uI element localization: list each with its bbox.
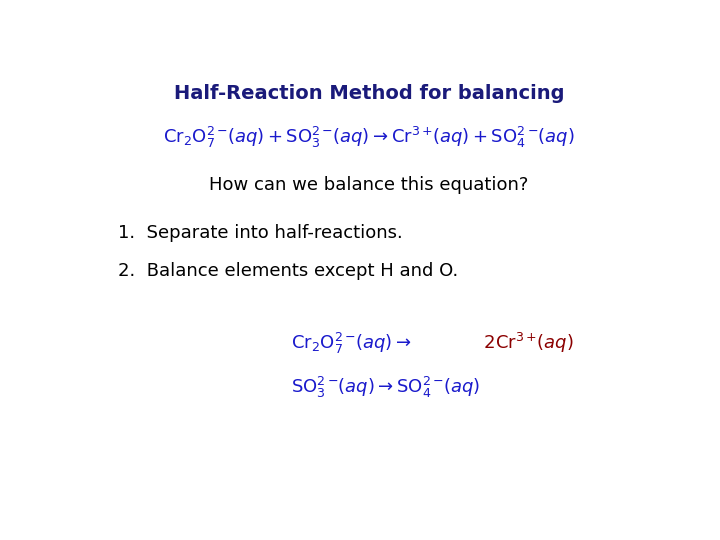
Text: $\rm Cr_2O_7^{2-}\!\mathit{(aq)}$$ \rm + SO_3^{2-}\!\mathit{(aq)}$$ \rightarrow : $\rm Cr_2O_7^{2-}\!\mathit{(aq)}$$ \rm +…: [163, 125, 575, 150]
Text: $\quad\quad\quad\quad\quad\quad\quad\quad\quad\quad\quad \rm 2Cr^{3+}\!\mathit{(: $\quad\quad\quad\quad\quad\quad\quad\qua…: [291, 332, 573, 355]
Text: $\rm SO_3^{2-}\!\mathit{(aq)} \rightarrow SO_4^{2-}\!\mathit{(aq)}$: $\rm SO_3^{2-}\!\mathit{(aq)} \rightarro…: [291, 375, 480, 400]
Text: Half-Reaction Method for balancing: Half-Reaction Method for balancing: [174, 84, 564, 103]
Text: How can we balance this equation?: How can we balance this equation?: [210, 177, 528, 194]
Text: $\rm Cr_2O_7^{2-}\!\mathit{(aq)} \rightarrow $: $\rm Cr_2O_7^{2-}\!\mathit{(aq)} \righta…: [291, 331, 411, 356]
Text: 1.  Separate into half-reactions.: 1. Separate into half-reactions.: [118, 224, 402, 242]
Text: 2.  Balance elements except H and O.: 2. Balance elements except H and O.: [118, 261, 458, 280]
